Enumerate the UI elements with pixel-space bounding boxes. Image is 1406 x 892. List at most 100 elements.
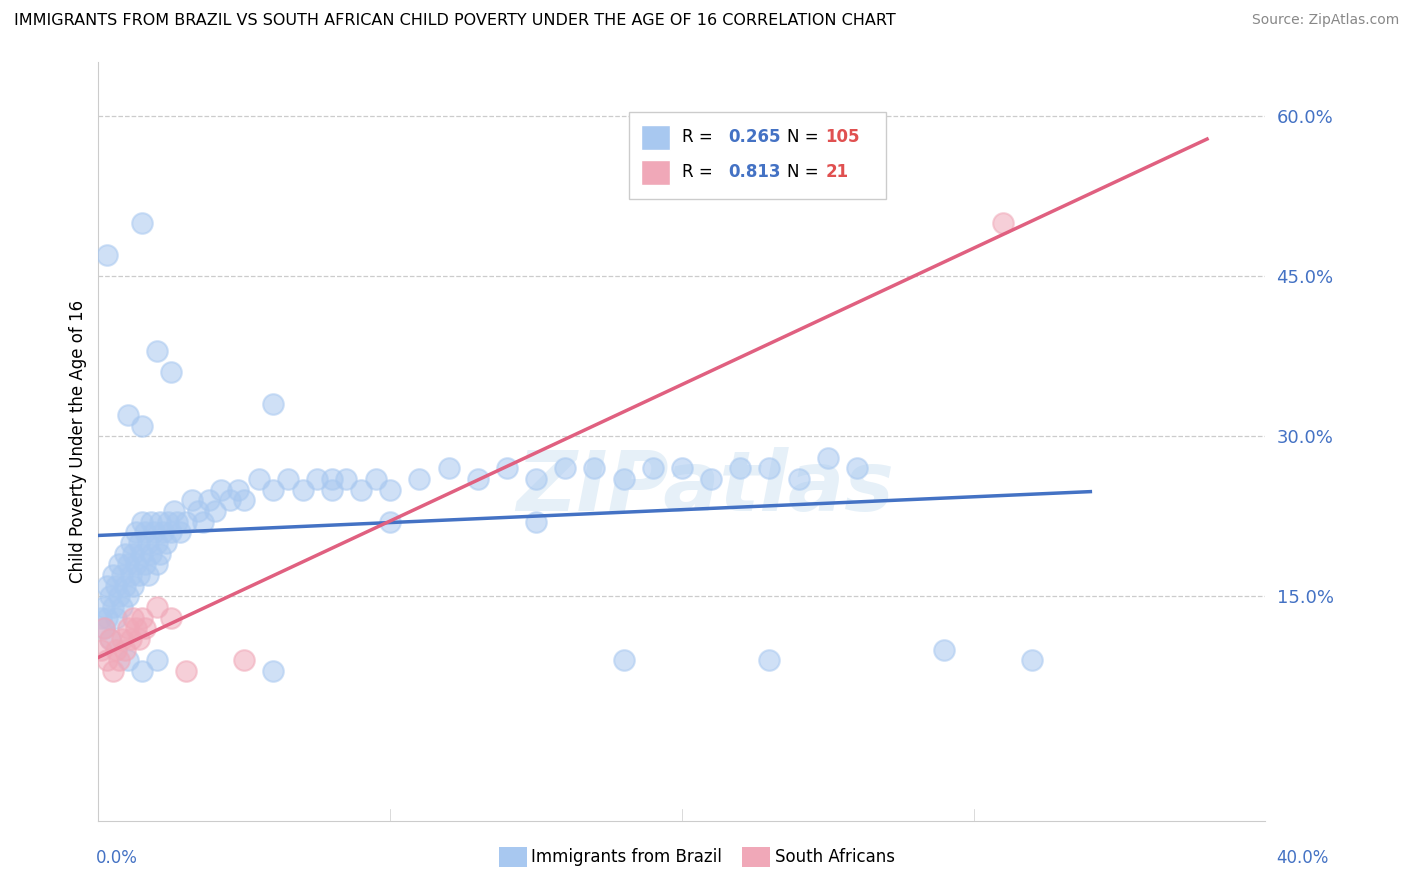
Point [583, 461, 606, 475]
Point [98, 632, 121, 646]
Point [612, 653, 634, 667]
Point [174, 664, 197, 678]
Text: 0.265: 0.265 [728, 128, 782, 145]
Point [758, 461, 780, 475]
Point [247, 472, 270, 486]
Point [467, 472, 489, 486]
Point [174, 515, 197, 529]
Point [524, 472, 547, 486]
Point [262, 397, 284, 411]
Point [160, 365, 183, 379]
Point [131, 664, 153, 678]
Point [104, 642, 127, 657]
Point [163, 504, 186, 518]
Point [136, 536, 159, 550]
Point [125, 525, 148, 540]
Point [114, 642, 136, 657]
Text: IMMIGRANTS FROM BRAZIL VS SOUTH AFRICAN CHILD POVERTY UNDER THE AGE OF 16 CORREL: IMMIGRANTS FROM BRAZIL VS SOUTH AFRICAN … [14, 13, 896, 29]
Point [671, 461, 693, 475]
Point [101, 600, 124, 615]
Point [131, 611, 153, 625]
Point [111, 600, 134, 615]
Point [350, 483, 373, 497]
Point [98, 590, 121, 604]
Point [817, 450, 839, 465]
Point [146, 653, 169, 667]
Point [262, 664, 284, 678]
Text: ZIPatlas: ZIPatlas [516, 447, 894, 527]
Point [131, 547, 153, 561]
Point [335, 472, 357, 486]
Point [218, 493, 240, 508]
Point [111, 632, 134, 646]
Point [101, 568, 124, 582]
Point [125, 558, 148, 572]
Point [321, 483, 343, 497]
Point [1021, 653, 1043, 667]
Text: N =: N = [787, 163, 824, 181]
Point [93, 622, 115, 636]
Point [437, 461, 460, 475]
Text: R =: R = [682, 128, 718, 145]
Point [120, 632, 142, 646]
Point [380, 483, 402, 497]
Text: 0.0%: 0.0% [96, 849, 138, 867]
Point [641, 461, 664, 475]
Point [104, 611, 127, 625]
Point [98, 632, 121, 646]
Point [166, 515, 188, 529]
Point [117, 590, 139, 604]
Point [787, 472, 810, 486]
Point [104, 579, 127, 593]
Point [146, 536, 169, 550]
Point [408, 472, 430, 486]
Point [90, 611, 112, 625]
Point [233, 653, 256, 667]
Text: R =: R = [682, 163, 718, 181]
Point [93, 622, 115, 636]
Point [122, 547, 145, 561]
Point [146, 343, 169, 358]
Point [307, 472, 329, 486]
Point [554, 461, 576, 475]
Point [152, 525, 174, 540]
Text: 105: 105 [825, 128, 860, 145]
FancyBboxPatch shape [630, 112, 886, 199]
Point [134, 558, 156, 572]
Bar [641, 125, 671, 150]
Text: Immigrants from Brazil: Immigrants from Brazil [531, 848, 723, 866]
Text: 21: 21 [825, 163, 849, 181]
Point [108, 590, 131, 604]
Point [233, 493, 256, 508]
Point [120, 568, 142, 582]
Point [612, 472, 634, 486]
Point [125, 622, 148, 636]
Point [380, 515, 402, 529]
Point [139, 515, 162, 529]
Point [139, 547, 162, 561]
Text: 0.813: 0.813 [728, 163, 782, 181]
Point [90, 642, 112, 657]
Y-axis label: Child Poverty Under the Age of 16: Child Poverty Under the Age of 16 [69, 300, 87, 583]
Point [136, 568, 159, 582]
Point [131, 418, 153, 433]
Point [117, 408, 139, 422]
Text: N =: N = [787, 128, 824, 145]
Point [128, 632, 150, 646]
Point [146, 558, 169, 572]
Text: Source: ZipAtlas.com: Source: ZipAtlas.com [1251, 13, 1399, 28]
Point [111, 568, 134, 582]
Point [108, 653, 131, 667]
Point [134, 525, 156, 540]
Point [131, 515, 153, 529]
Point [157, 515, 180, 529]
Point [117, 622, 139, 636]
Point [730, 461, 752, 475]
Point [277, 472, 299, 486]
Point [114, 547, 136, 561]
Point [128, 536, 150, 550]
Point [209, 483, 232, 497]
Point [169, 525, 191, 540]
Point [93, 600, 115, 615]
Point [96, 247, 118, 261]
